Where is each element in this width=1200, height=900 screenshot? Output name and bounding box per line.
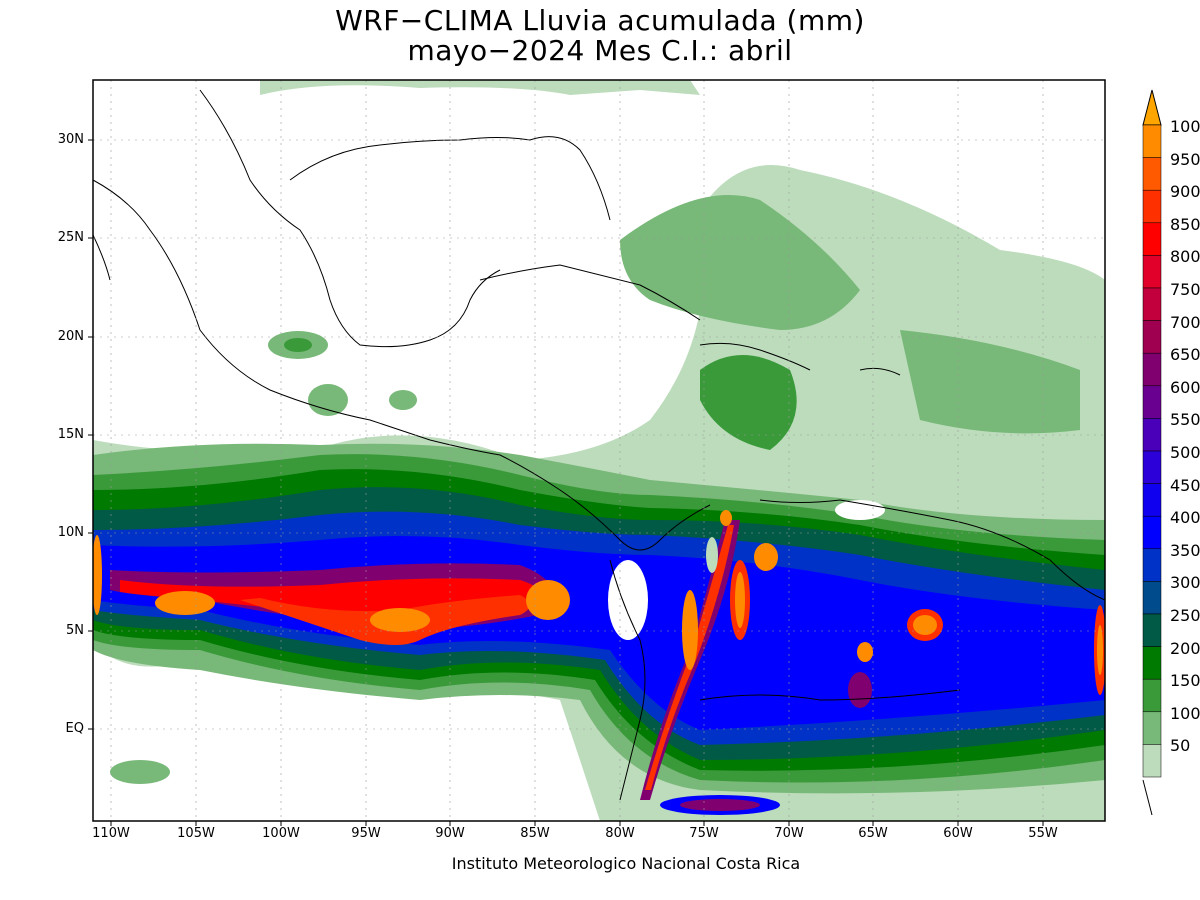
chart-title: WRF−CLIMA Lluvia acumulada (mm) xyxy=(335,4,865,37)
colorbar-segment xyxy=(1142,711,1162,745)
lat-label: 15N xyxy=(57,427,84,442)
colorbar-label: 850 xyxy=(1170,214,1200,234)
lat-label: 10N xyxy=(57,525,84,540)
colorbar-label: 150 xyxy=(1170,671,1200,691)
axis-ticks xyxy=(88,139,1044,826)
colorbar-label: 600 xyxy=(1170,377,1200,397)
colorbar-segment xyxy=(1142,418,1162,452)
colorbar-label: 400 xyxy=(1170,508,1200,528)
colorbar-label: 50 xyxy=(1170,736,1191,756)
colorbar-segment xyxy=(1142,320,1162,354)
lon-label: 105W xyxy=(177,826,215,841)
colorbar-segment xyxy=(1142,352,1162,387)
lat-label: 25N xyxy=(57,230,84,245)
lon-label: 95W xyxy=(351,826,381,841)
graticule xyxy=(93,80,1105,821)
lat-label: 5N xyxy=(66,623,84,638)
colorbar-label: 650 xyxy=(1170,345,1200,365)
colorbar-label: 250 xyxy=(1170,606,1200,625)
colorbar-segment xyxy=(1142,548,1162,582)
colorbar-segment xyxy=(1142,255,1162,289)
colorbar-label: 900 xyxy=(1170,182,1200,202)
lon-label: 65W xyxy=(858,826,888,841)
colorbar-segment xyxy=(1142,385,1162,419)
colorbar-label: 950 xyxy=(1170,149,1200,169)
colorbar-segment xyxy=(1142,287,1162,321)
colorbar-label: 700 xyxy=(1170,312,1200,332)
colorbar-label: 1000 xyxy=(1170,117,1200,136)
lon-label: 85W xyxy=(520,826,550,841)
colorbar-segment xyxy=(1142,678,1162,713)
colorbar-segment xyxy=(1142,483,1162,517)
lon-label: 80W xyxy=(605,826,635,841)
lat-label: 20N xyxy=(57,329,84,344)
colorbar-label: 750 xyxy=(1170,280,1200,299)
credit-text: Instituto Meteorologico Nacional Costa R… xyxy=(451,854,801,873)
rainfall-field xyxy=(93,80,1105,821)
colorbar-segment xyxy=(1142,450,1162,484)
lon-label: 90W xyxy=(435,826,465,841)
colorbar-segment xyxy=(1142,744,1162,778)
colorbar-label: 300 xyxy=(1170,573,1200,593)
colorbar-label: 450 xyxy=(1170,475,1200,495)
colorbar-label: 100 xyxy=(1170,703,1200,723)
lat-label: EQ xyxy=(65,721,84,736)
colorbar-label: 350 xyxy=(1170,540,1200,560)
colorbar-segment xyxy=(1142,581,1162,615)
colorbar-label: 550 xyxy=(1170,410,1200,430)
colorbar-top-arrow xyxy=(1142,89,1162,126)
colorbar-segment xyxy=(1142,646,1162,680)
colorbar-segment xyxy=(1142,515,1162,550)
lon-label: 110W xyxy=(92,826,130,841)
map-frame xyxy=(92,79,1106,822)
colorbar-label: 500 xyxy=(1170,443,1200,462)
lon-label: 100W xyxy=(262,826,300,841)
lon-label: 75W xyxy=(689,826,719,841)
colorbar-segment xyxy=(1142,222,1162,256)
colorbar-label: 800 xyxy=(1170,247,1200,267)
colorbar-segment xyxy=(1142,124,1162,158)
lon-label: 55W xyxy=(1028,826,1058,841)
colorbar-label: 200 xyxy=(1170,638,1200,658)
chart-subtitle: mayo−2024 Mes C.I.: abril xyxy=(407,34,793,67)
colorbar xyxy=(1142,89,1162,816)
lat-label: 30N xyxy=(57,132,84,147)
colorbar-segment xyxy=(1142,189,1162,224)
lon-label: 70W xyxy=(774,826,804,841)
colorbar-segment xyxy=(1142,157,1162,191)
lon-label: 60W xyxy=(943,826,973,841)
colorbar-segment xyxy=(1142,613,1162,647)
